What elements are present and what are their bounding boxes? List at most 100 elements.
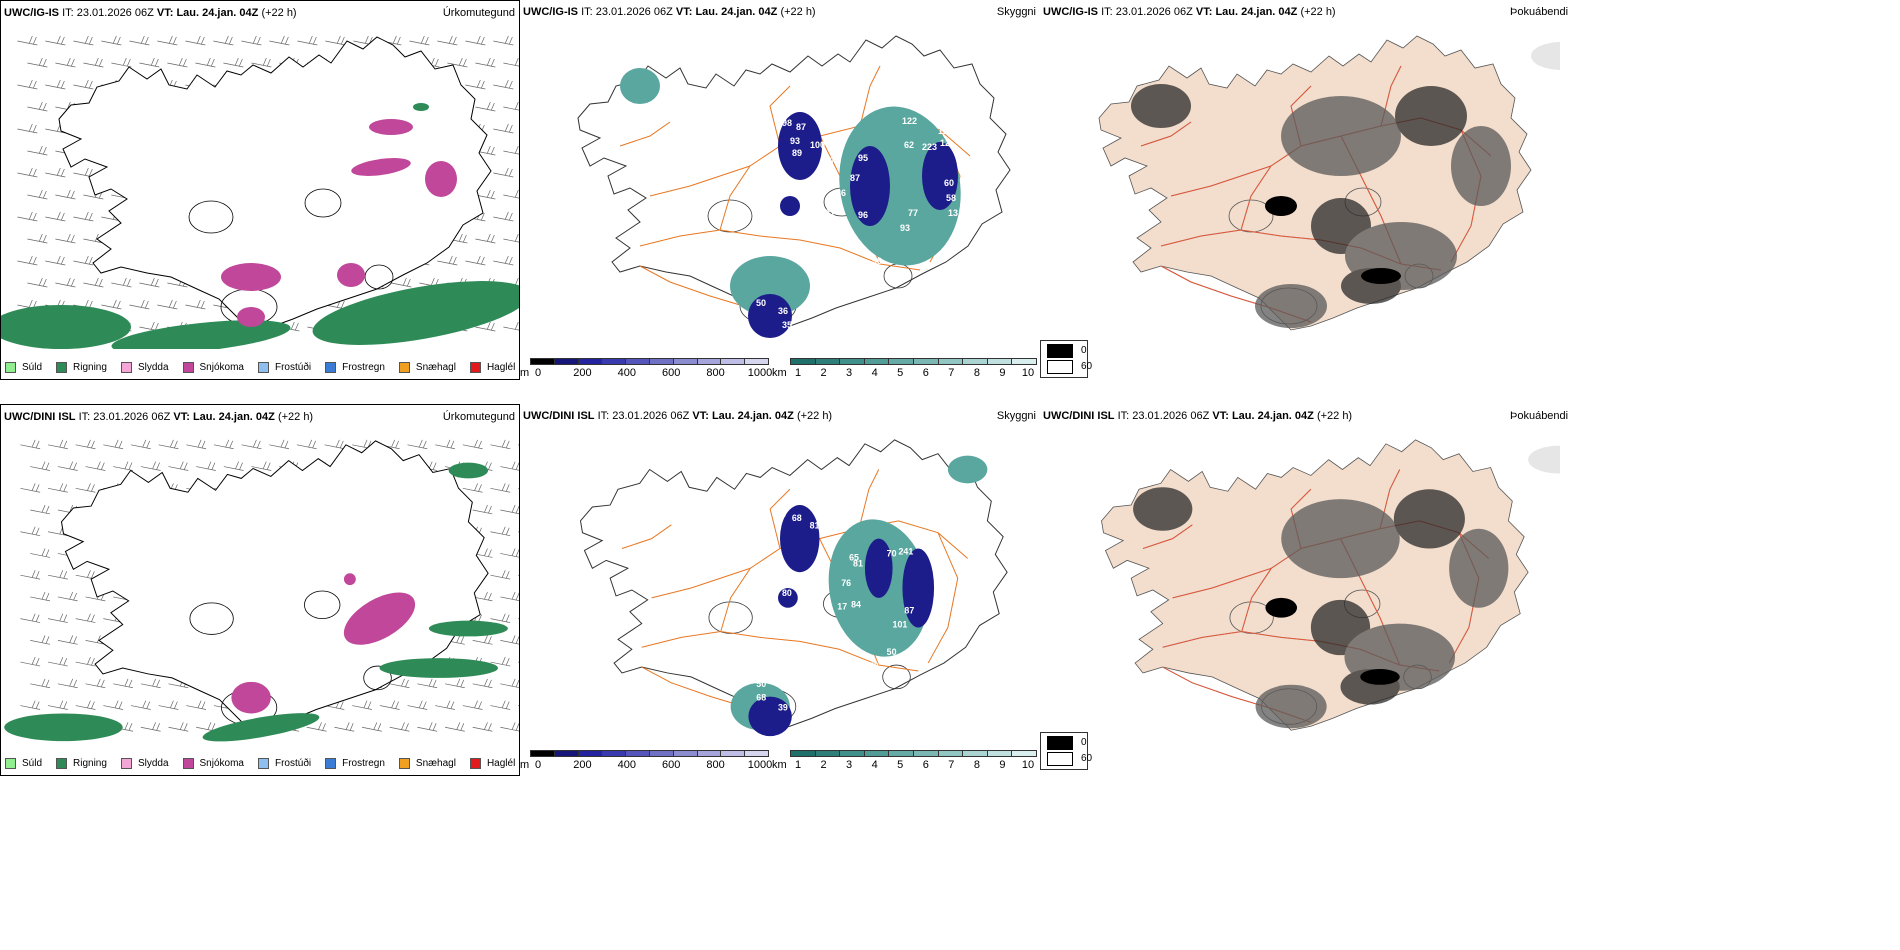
colorbar-tick: 0 xyxy=(534,367,542,379)
visibility-value-label: 87 xyxy=(904,606,914,616)
wind-barb xyxy=(518,487,519,489)
panel-header: UWC/IG-IS IT: 23.01.2026 06Z VT: Lau. 24… xyxy=(523,6,816,18)
wind-barb xyxy=(352,700,373,710)
rain-area xyxy=(379,658,499,678)
wind-barb xyxy=(251,461,272,471)
wind-barb xyxy=(437,35,458,46)
wind-barb xyxy=(57,635,78,645)
colorbar-tick: 400 xyxy=(617,367,636,379)
panel-title: Þokuábendi xyxy=(1510,410,1569,422)
ceiling-area xyxy=(779,505,820,573)
wind-barb xyxy=(500,722,519,732)
legend-swatch-white xyxy=(1047,752,1073,766)
wind-barb xyxy=(493,123,514,134)
visibility-value-label: 35 xyxy=(782,320,792,330)
legend-label: Rigning xyxy=(73,758,107,769)
legend-item: Frostregn xyxy=(325,362,385,373)
snow-area xyxy=(337,263,365,287)
wind-barb xyxy=(85,678,106,689)
colorbar-segment xyxy=(744,750,769,757)
wind-barb xyxy=(493,35,514,46)
colorbar-segment xyxy=(553,750,579,757)
wind-barb xyxy=(493,211,514,222)
wind-barb xyxy=(490,613,511,623)
legend-item: Rigning xyxy=(56,758,107,769)
wind-barb xyxy=(475,321,496,332)
wind-barb xyxy=(17,79,38,90)
colorbar-segment xyxy=(888,358,914,365)
precip-map xyxy=(4,439,519,742)
glacier-outline xyxy=(363,665,392,691)
legend-label: 60 xyxy=(1081,753,1093,764)
precip-legend: Súld Rigning Slydda Snjókoma Frostúði Frostre… xyxy=(5,758,515,769)
legend-label: Rigning xyxy=(73,362,107,373)
legend-item: Snæhagl xyxy=(398,362,456,373)
wind-barb xyxy=(334,722,355,732)
visibility-value-label: 39 xyxy=(778,702,788,712)
visibility-value-label: 95 xyxy=(858,153,868,163)
wind-barb xyxy=(17,167,38,178)
wind-barb xyxy=(196,461,216,471)
wind-barb xyxy=(269,439,290,450)
visibility-value-label: 84 xyxy=(851,600,861,610)
road-line xyxy=(859,65,881,127)
road-line xyxy=(769,85,791,147)
wind-barb xyxy=(500,635,519,645)
wind-barb xyxy=(490,439,511,450)
colorbar-segment xyxy=(744,358,769,365)
snow-area xyxy=(425,161,457,197)
wind-barb xyxy=(55,57,76,68)
wind-barb xyxy=(503,101,519,111)
wind-barb xyxy=(503,189,519,199)
colorbar-segment xyxy=(696,358,722,365)
colorbar-segment xyxy=(790,358,816,365)
colorbar-tick: 1 xyxy=(794,759,802,771)
snow-area xyxy=(237,307,265,327)
wind-barb xyxy=(73,167,94,178)
wind-barb xyxy=(518,661,519,663)
visibility-value-label: 13 xyxy=(948,208,958,218)
wind-barb xyxy=(30,678,51,689)
rain-area xyxy=(4,713,123,742)
colorbar-tick: 1 xyxy=(794,367,802,379)
wind-barb xyxy=(73,79,94,90)
road-line xyxy=(649,165,751,197)
wind-barb xyxy=(391,277,412,288)
panel-title: Skyggni xyxy=(996,6,1036,18)
colorbar-segment xyxy=(888,750,914,757)
wind-barb xyxy=(75,613,96,623)
visibility-value-label: 12 xyxy=(938,126,948,136)
visibility-value-label: 68 xyxy=(792,513,802,523)
visibility-value-label: 99 xyxy=(872,256,882,266)
legend-item: Súld xyxy=(5,758,42,769)
snow-area xyxy=(351,158,411,176)
visibility-value-label: 86 xyxy=(889,511,899,521)
legend-item: Snæhagl xyxy=(398,758,456,769)
wind-barb xyxy=(447,57,468,68)
wind-barb xyxy=(417,678,438,689)
legend-label: 0 xyxy=(1081,737,1087,748)
wind-barb xyxy=(503,233,519,243)
visibility-value-label: 93 xyxy=(900,223,910,233)
snow-area xyxy=(369,119,413,135)
visibility-value-label: 122 xyxy=(902,116,917,126)
legend-label: Súld xyxy=(22,362,43,373)
wind-barb xyxy=(57,678,78,689)
wind-barb xyxy=(20,613,41,623)
legend-swatch xyxy=(325,362,337,373)
colorbar-segment xyxy=(839,750,865,757)
wind-barb xyxy=(490,657,511,667)
colorbar-tick: 200 xyxy=(573,367,592,379)
colorbar-segment xyxy=(577,750,603,757)
road-line xyxy=(1142,524,1193,549)
wind-barb xyxy=(45,167,66,178)
legend-label: Frostregn xyxy=(342,758,385,769)
wind-barb xyxy=(73,211,94,222)
colorbar-segment xyxy=(720,750,746,757)
colorbar-unit: m xyxy=(520,367,530,379)
visibility-value-label: 100 xyxy=(810,140,825,150)
colorbar-segment xyxy=(672,358,698,365)
wind-barb xyxy=(490,570,511,580)
wind-barb xyxy=(500,548,519,558)
